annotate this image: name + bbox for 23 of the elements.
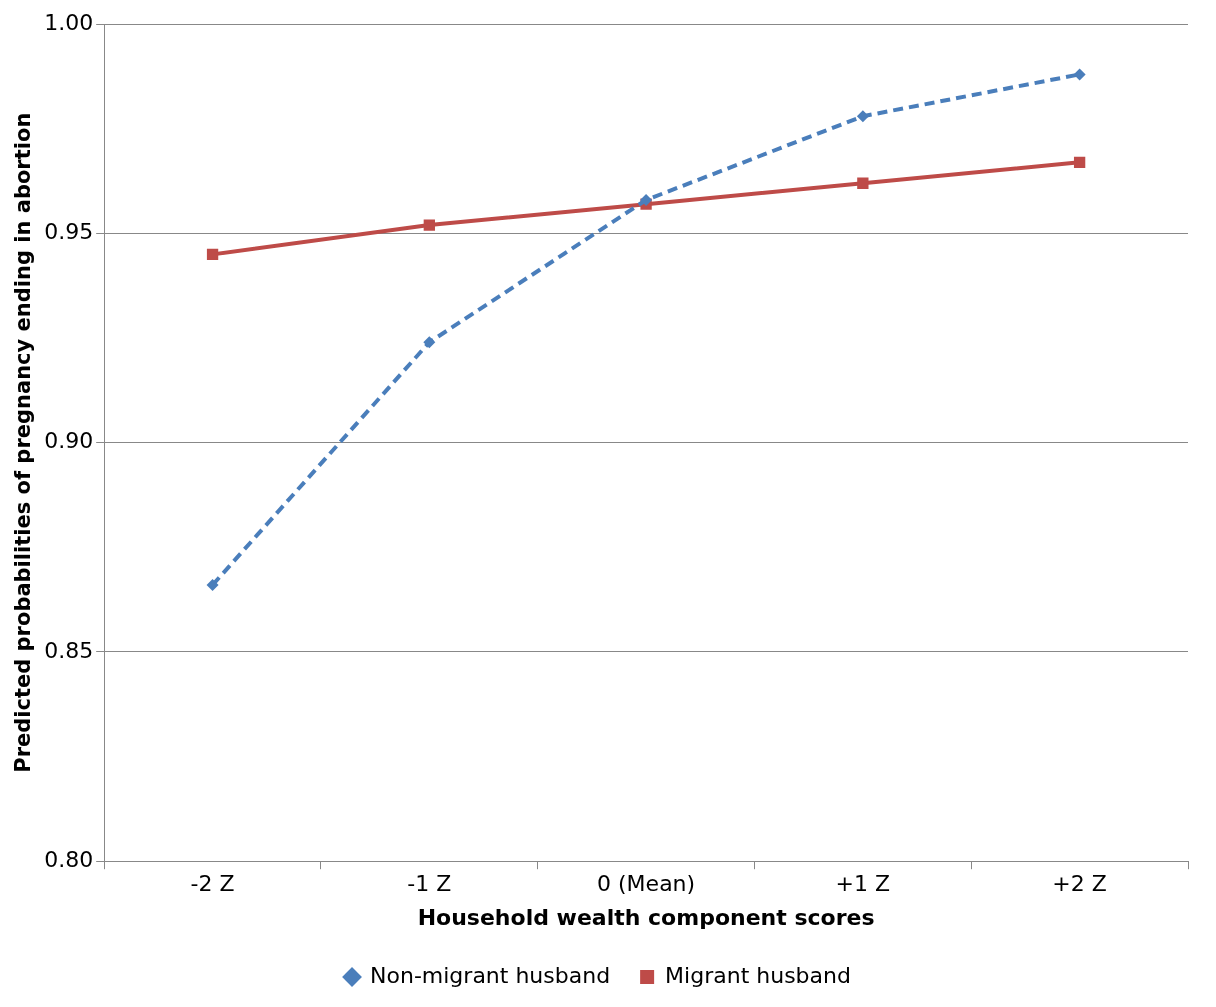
y-tick-label: 0.85	[44, 637, 94, 663]
y-tick-label: 0.90	[44, 428, 94, 454]
point	[856, 110, 869, 123]
x-tick-label: 0 (Mean)	[597, 871, 696, 897]
x-tick-label: +1 Z	[835, 871, 891, 897]
y-tick-label: 0.80	[44, 846, 94, 872]
point	[423, 336, 436, 349]
x-tick-label: +2 Z	[1052, 871, 1107, 897]
x-tick-label: -2 Z	[190, 871, 235, 897]
y-axis-title: Predicted probabilities of pregnancy ending in abortion	[11, 112, 36, 773]
point	[640, 193, 653, 206]
point	[1073, 68, 1086, 81]
y-tick-label: 0.95	[44, 219, 94, 245]
point	[206, 248, 219, 261]
point	[423, 219, 435, 231]
point	[857, 177, 869, 189]
legend-label: Non-migrant husband	[370, 962, 611, 988]
x-axis-title: Household wealth component scores	[417, 904, 875, 930]
legend-label: Migrant husband	[665, 962, 851, 988]
y-tick-label: 1.00	[44, 9, 94, 35]
point	[206, 578, 219, 591]
x-tick-label: -1 Z	[407, 871, 452, 897]
point	[1073, 156, 1086, 168]
